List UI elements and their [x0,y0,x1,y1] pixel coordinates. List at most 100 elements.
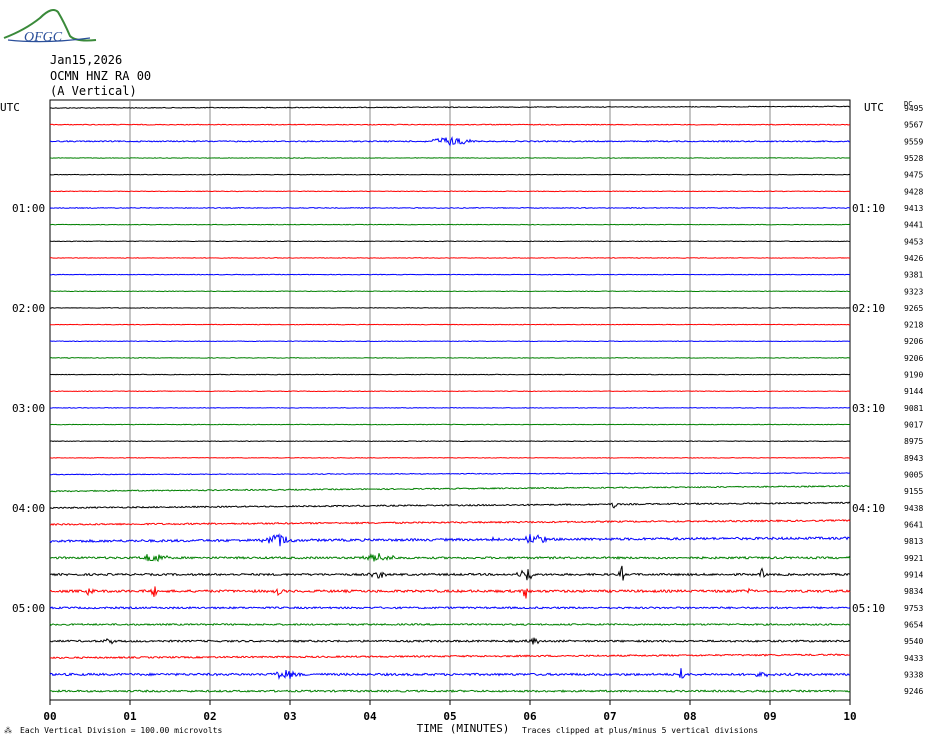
dc-offset-label: 9426 [904,254,923,263]
x-tick-label: 06 [523,710,537,723]
dc-offset-label: 9453 [904,237,923,246]
clip-note: Traces clipped at plus/minus 5 vertical … [522,726,759,735]
dc-offset-label: 9475 [904,171,923,180]
left-time-label: 04:00 [12,502,45,515]
trace-line [49,565,851,581]
date-label: Jan15,2026 [50,53,123,67]
right-time-label: 03:10 [852,402,885,415]
x-tick-label: 03 [283,710,296,723]
trace-line [49,501,851,510]
trace-line [49,622,851,627]
x-tick-label: 05 [443,710,456,723]
dc-offset-label: 9567 [904,121,923,130]
dc-offset-label: 9155 [904,487,923,496]
trace-line [49,637,851,645]
dc-offset-label: 9246 [904,687,923,696]
dc-offset-label: 9005 [904,471,923,480]
right-time-label: 04:10 [852,502,885,515]
dc-offset-label: 9323 [904,287,923,296]
dc-offset-label: 9813 [904,537,923,546]
dc-offset-label: 8943 [904,454,923,463]
dc-offset-label: 9144 [904,387,923,396]
x-tick-label: 04 [363,710,377,723]
trace-line [49,472,851,476]
trace-line [49,653,851,660]
trace-line [49,533,851,547]
dc-column-tag: DC [904,100,912,108]
x-tick-label: 08 [683,710,696,723]
dc-offset-label: 9206 [904,337,923,346]
x-tick-label: 00 [43,710,56,723]
dc-offset-label: 9921 [904,554,923,563]
dc-offset-label: 9338 [904,670,923,679]
dc-offset-label: 9433 [904,654,923,663]
logo-text: OFGC [24,30,63,45]
left-utc-title: UTC [0,101,20,114]
dc-offset-label: 9190 [904,371,923,380]
trace-line [49,323,851,326]
x-tick-label: 02 [203,710,216,723]
dc-offset-label: 9265 [904,304,923,313]
dc-offset-label: 9413 [904,204,923,213]
trace-line [49,273,851,276]
left-time-label: 01:00 [12,202,45,215]
trace-line [49,407,851,409]
trace-line [49,340,851,343]
right-utc-title: UTC [864,101,884,114]
dc-offset-label: 9641 [904,521,923,530]
right-time-label: 02:10 [852,302,885,315]
dc-offset-label: 9206 [904,354,923,363]
dc-offset-label: 9654 [904,620,923,629]
dc-offset-label: 9017 [904,421,923,430]
trace-line [49,457,851,459]
trace-line [49,136,851,147]
x-tick-label: 09 [763,710,776,723]
trace-line [49,257,851,259]
dc-offset-label: 8975 [904,437,923,446]
dc-offset-label: 9218 [904,321,923,330]
trace-line [49,223,851,226]
x-tick-label: 07 [603,710,616,723]
dc-offset-label: 9753 [904,604,923,613]
dc-offset-label: 9559 [904,137,923,146]
logo-swoosh-icon [7,37,91,43]
trace-line [49,206,851,209]
trace-line [49,553,851,563]
dc-offset-label: 9428 [904,187,923,196]
footer-glyph-icon: ⁂ [4,726,12,735]
dc-offset-label: 9914 [904,570,923,579]
dc-offset-label: 9441 [904,221,923,230]
trace-line [49,586,851,599]
trace-line [49,290,851,293]
right-time-label: 01:10 [852,202,885,215]
dc-offset-label: 9834 [904,587,923,596]
trace-line [49,157,851,159]
trace-line [49,519,851,526]
trace-line [49,485,851,493]
x-tick-label: 01 [123,710,137,723]
left-time-label: 02:00 [12,302,45,315]
trace-line [49,668,851,681]
right-time-label: 05:10 [852,602,885,615]
left-time-label: 05:00 [12,602,45,615]
dc-offset-label: 9540 [904,637,923,646]
trace-line [49,307,851,309]
trace-line [49,123,851,126]
station-label: OCMN HNZ RA 00 [50,69,152,83]
ofgc-logo: OFGC [3,9,97,45]
component-label: (A Vertical) [50,84,137,98]
dc-offset-label: 9495 [904,104,923,113]
left-time-label: 03:00 [12,402,45,415]
dc-offset-label: 9438 [904,504,923,513]
trace-line [49,173,851,176]
logo-arc-icon [3,9,97,42]
trace-line [49,190,851,193]
trace-line [49,423,851,426]
trace-line [49,606,851,610]
trace-line [49,240,851,243]
trace-line [49,440,851,443]
dc-offset-label: 9528 [904,154,923,163]
dc-offset-label: 9381 [904,271,923,280]
x-tick-label: 10 [843,710,856,723]
